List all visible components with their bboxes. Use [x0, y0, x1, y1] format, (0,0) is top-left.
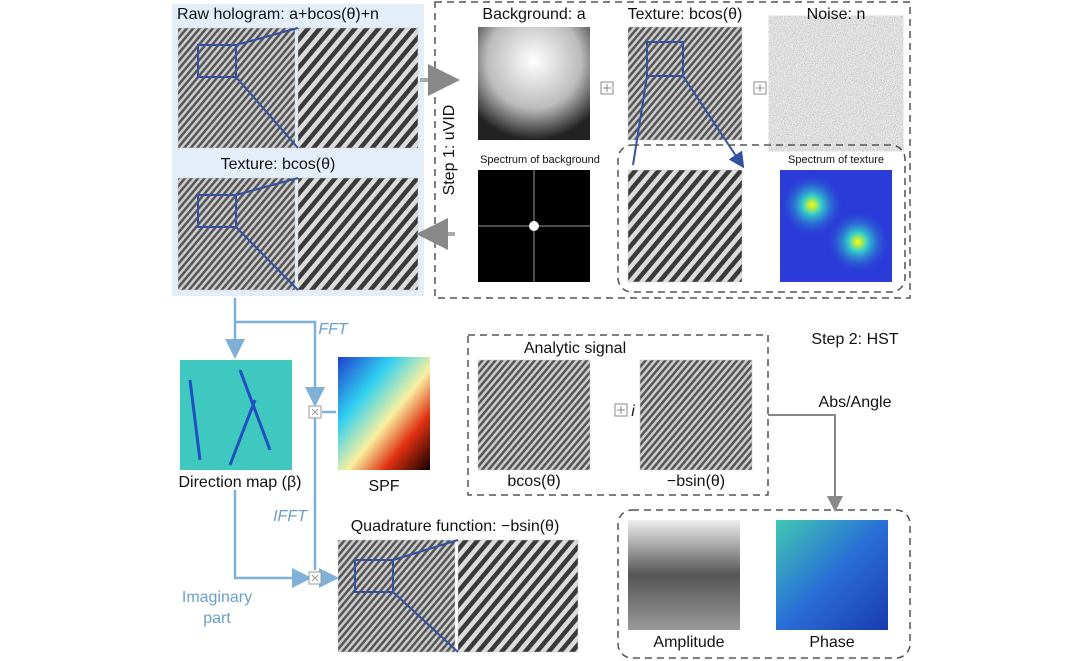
- spectrum-lobe: [780, 173, 844, 237]
- spectrum-lobe: [826, 210, 890, 274]
- label: Amplitude: [653, 634, 724, 651]
- label: Noise: n: [807, 6, 866, 23]
- label: Spectrum of background: [480, 154, 600, 166]
- analytic-box: [467, 334, 769, 496]
- label: part: [203, 610, 231, 627]
- image: [776, 520, 888, 630]
- times-icons: [308, 405, 322, 585]
- zoom-box: [197, 194, 237, 228]
- flow-line: [235, 320, 325, 407]
- zoom-line: [392, 539, 459, 653]
- zoom-box: [354, 559, 394, 593]
- label: Step 2: HST: [811, 331, 898, 348]
- label: Texture: bcos(θ): [628, 6, 743, 23]
- spectrum-center: [529, 221, 539, 231]
- flow-line: [233, 490, 312, 588]
- zoom-line: [235, 177, 299, 291]
- flow-line: [313, 418, 334, 578]
- label: Analytic signal: [524, 340, 626, 357]
- image: [477, 359, 591, 471]
- plus-icon: [614, 403, 628, 417]
- image: [338, 357, 430, 470]
- image: [297, 27, 419, 149]
- label: Phase: [809, 634, 854, 651]
- label: −bsin(θ): [667, 473, 725, 490]
- label: Spectrum of texture: [788, 154, 884, 166]
- inner-box: [617, 144, 906, 293]
- arrow: [768, 414, 843, 512]
- label: Raw hologram: a+bcos(θ)+n: [177, 6, 379, 23]
- image: [478, 27, 590, 140]
- image: [628, 520, 740, 630]
- label: SPF: [368, 478, 399, 495]
- image: [457, 539, 579, 653]
- zoom-box: [646, 41, 684, 77]
- zoom-line: [235, 27, 299, 149]
- label: FFT: [318, 321, 349, 338]
- step1-panels: [172, 1, 911, 299]
- zoom-box: [197, 44, 237, 78]
- label: IFFT: [273, 508, 308, 525]
- image: [780, 27, 892, 140]
- label: Imaginary: [182, 589, 252, 606]
- zoom-line: [632, 75, 742, 165]
- step1-box: [434, 1, 911, 299]
- label: Texture: bcos(θ): [221, 156, 336, 173]
- image: [297, 177, 419, 291]
- image: [627, 169, 743, 283]
- label: i: [631, 403, 635, 420]
- label: Background: a: [482, 6, 585, 23]
- label: Direction map (β): [178, 474, 301, 491]
- step2: [180, 298, 911, 659]
- label: Quadrature function: −bsin(θ): [351, 518, 560, 535]
- label: bcos(θ): [507, 473, 560, 490]
- label: Abs/Angle: [819, 394, 892, 411]
- output-box: [617, 509, 911, 659]
- labels: Raw hologram: a+bcos(θ)+n Background: a …: [177, 6, 899, 651]
- label: Step 1: uVID: [441, 105, 458, 196]
- edges: [188, 369, 272, 466]
- image: [639, 359, 753, 471]
- plus-icons: [600, 81, 767, 95]
